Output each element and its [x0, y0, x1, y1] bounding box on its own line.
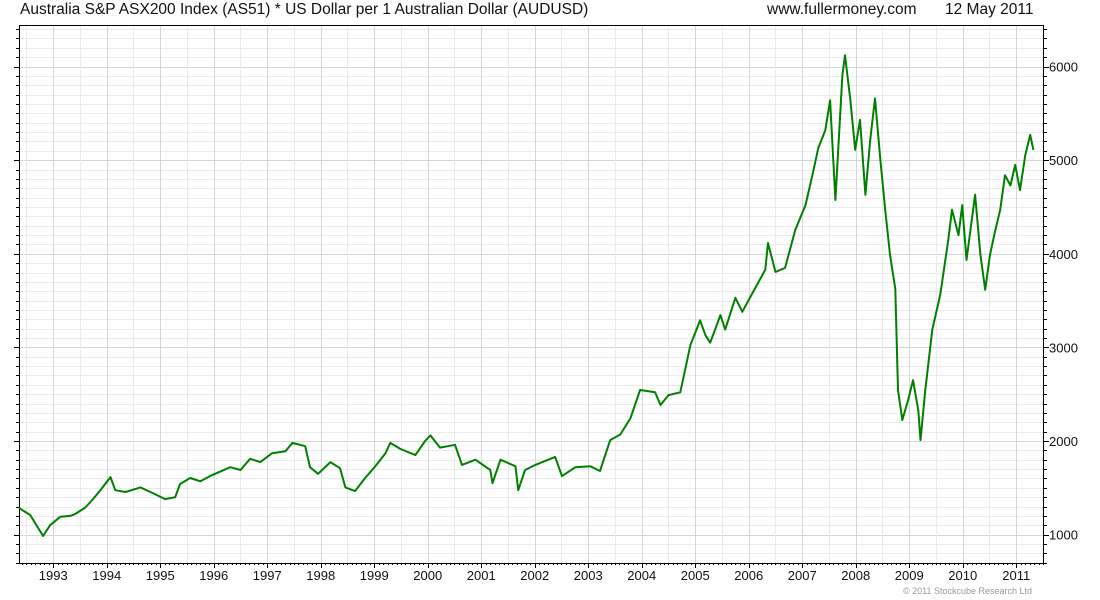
x-tick-label: 1995	[146, 568, 175, 583]
x-tick-label: 2007	[788, 568, 817, 583]
y-tick-label: 5000	[1049, 153, 1078, 168]
x-tick-label: 2005	[681, 568, 710, 583]
y-tick-label: 6000	[1049, 60, 1078, 75]
chart-date: 12 May 2011	[945, 1, 1034, 18]
tick-labels: 1993 1994 1995 1996 1997 1998 1999 2000 2001 2002…	[39, 60, 1078, 583]
y-tick-label: 1000	[1049, 528, 1078, 543]
website-label: www.fullermoney.com	[767, 1, 917, 18]
x-tick-label: 1994	[92, 568, 121, 583]
series	[18, 54, 1035, 537]
y-tick-label: 4000	[1049, 247, 1078, 262]
x-tick-label: 2004	[627, 568, 656, 583]
x-tick-label: 2001	[467, 568, 496, 583]
copyright-notice: © 2011 Stockcube Research Ltd	[903, 586, 1033, 596]
x-tick-label: 2002	[520, 568, 549, 583]
x-tick-label: 2000	[413, 568, 442, 583]
y-tick-label: 2000	[1049, 434, 1078, 449]
x-tick-label: 1997	[253, 568, 282, 583]
grid-lines	[19, 25, 1044, 564]
x-tick-label: 2003	[574, 568, 603, 583]
x-tick-label: 2009	[895, 568, 924, 583]
axes	[14, 25, 1049, 568]
x-tick-label: 2011	[1002, 568, 1030, 583]
chart-title: Australia S&P ASX200 Index (AS51) * US D…	[20, 1, 589, 18]
series-line	[18, 54, 1035, 537]
x-tick-label: 2008	[841, 568, 870, 583]
x-tick-label: 2010	[948, 568, 977, 583]
x-tick-label: 1998	[306, 568, 335, 583]
x-tick-label: 2006	[734, 568, 763, 583]
x-tick-label: 1999	[360, 568, 389, 583]
x-tick-label: 1993	[39, 568, 68, 583]
y-tick-label: 3000	[1049, 340, 1078, 355]
x-tick-label: 1996	[199, 568, 228, 583]
